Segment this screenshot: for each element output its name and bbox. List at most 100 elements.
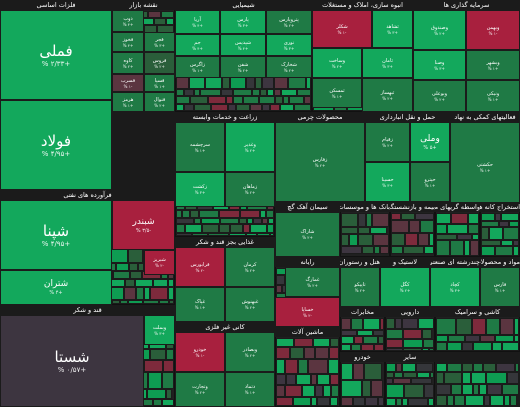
stock-tile[interactable] — [184, 89, 194, 96]
stock-cell[interactable]: هرمز +۱ % — [112, 92, 144, 112]
stock-tile[interactable] — [374, 246, 380, 254]
stock-tile[interactable] — [185, 224, 202, 233]
stock-tile[interactable] — [496, 363, 515, 372]
stock-tile[interactable] — [112, 300, 120, 304]
stock-cell[interactable]: حکشتی +۱ % — [450, 122, 520, 212]
stock-tile[interactable] — [499, 221, 509, 227]
stock-tile[interactable] — [304, 347, 315, 359]
stock-cell[interactable]: شاراک +۲ % — [275, 212, 340, 257]
stock-cell[interactable]: فنوال +۲ % — [144, 92, 175, 112]
stock-tile[interactable] — [502, 384, 519, 395]
stock-tile[interactable] — [229, 233, 246, 236]
stock-cell[interactable]: خودرو -۱ % — [175, 332, 225, 372]
stock-tile[interactable] — [267, 89, 274, 96]
stock-tile[interactable] — [486, 372, 507, 384]
stock-tile[interactable] — [153, 399, 162, 406]
stock-tile[interactable] — [276, 374, 286, 385]
stock-tile[interactable] — [415, 213, 434, 220]
stock-cell[interactable]: کرمان +۲ % — [225, 247, 275, 287]
stock-tile[interactable] — [354, 336, 363, 344]
stock-tile[interactable] — [447, 224, 468, 234]
stock-tile[interactable] — [470, 240, 479, 256]
stock-tile[interactable] — [341, 336, 354, 344]
stock-tile[interactable] — [176, 224, 185, 233]
stock-tile[interactable] — [501, 240, 513, 246]
stock-tile[interactable] — [403, 246, 424, 254]
stock-tile[interactable] — [239, 218, 247, 224]
stock-tile[interactable] — [243, 96, 259, 104]
stock-tile[interactable] — [166, 349, 174, 360]
stock-tile[interactable] — [176, 218, 194, 224]
stock-tile[interactable] — [364, 363, 382, 380]
stock-tile[interactable] — [294, 338, 313, 347]
stock-cell[interactable]: زاگرس +۱ % — [175, 56, 220, 78]
stock-cell[interactable]: زفارس +۲ % — [275, 122, 365, 202]
stock-tile[interactable] — [472, 318, 486, 335]
stock-tile[interactable] — [201, 218, 220, 224]
stock-cell[interactable]: خساپا -۲ % — [275, 297, 340, 327]
stock-tile[interactable] — [274, 89, 281, 96]
stock-tile[interactable] — [480, 335, 495, 342]
stock-tile[interactable] — [363, 336, 378, 344]
stock-tile[interactable] — [176, 210, 182, 218]
stock-tile[interactable] — [285, 359, 298, 374]
stock-tile[interactable] — [386, 378, 393, 384]
stock-cell[interactable]: فملی +۲/۳۳ % — [0, 10, 112, 100]
stock-tile[interactable] — [293, 397, 311, 406]
stock-tile[interactable] — [281, 89, 297, 96]
stock-tile[interactable] — [408, 398, 428, 406]
stock-tile[interactable] — [395, 318, 402, 329]
stock-tile[interactable] — [380, 246, 389, 254]
stock-tile[interactable] — [283, 96, 289, 104]
stock-tile[interactable] — [447, 342, 462, 351]
stock-cell[interactable]: وملی +۵ % — [410, 122, 450, 162]
stock-tile[interactable] — [341, 227, 358, 234]
stock-tile[interactable] — [436, 384, 451, 395]
stock-tile[interactable] — [341, 344, 351, 351]
stock-tile[interactable] — [328, 359, 339, 374]
stock-cell[interactable]: وبشهر +۱ % — [466, 50, 520, 80]
stock-tile[interactable] — [487, 384, 502, 395]
stock-tile[interactable] — [315, 385, 323, 397]
stock-tile[interactable] — [353, 397, 365, 406]
stock-tile[interactable] — [276, 338, 294, 347]
stock-tile[interactable] — [341, 363, 353, 380]
stock-tile[interactable] — [285, 385, 302, 397]
stock-tile[interactable] — [481, 221, 499, 227]
stock-tile[interactable] — [462, 384, 473, 395]
stock-cell[interactable]: تاپیکو +۲ % — [340, 267, 380, 307]
stock-tile[interactable] — [194, 104, 211, 111]
stock-tile[interactable] — [509, 221, 519, 227]
stock-tile[interactable] — [260, 89, 267, 96]
stock-tile[interactable] — [457, 234, 472, 240]
stock-tile[interactable] — [448, 335, 465, 342]
stock-tile[interactable] — [341, 380, 362, 397]
stock-tile[interactable] — [424, 384, 434, 398]
stock-tile[interactable] — [472, 234, 479, 240]
stock-tile[interactable] — [226, 96, 233, 104]
stock-cell[interactable]: ثبهساز +۲ % — [362, 78, 413, 112]
stock-cell[interactable]: وساخت +۲ % — [312, 48, 362, 78]
stock-cell[interactable]: ثشاهد +۳ % — [372, 10, 413, 48]
stock-tile[interactable] — [507, 372, 519, 384]
stock-cell[interactable]: غبهنوش +۲ % — [225, 287, 275, 322]
stock-tile[interactable] — [289, 96, 304, 104]
stock-tile[interactable] — [451, 213, 468, 224]
stock-tile[interactable] — [372, 213, 389, 227]
stock-tile[interactable] — [473, 342, 492, 351]
stock-cell[interactable]: دتماد +۱ % — [225, 372, 275, 407]
stock-cell[interactable]: ثمسکن +۱ % — [312, 78, 362, 108]
stock-tile[interactable] — [286, 374, 296, 385]
stock-tile[interactable] — [373, 330, 384, 336]
stock-tile[interactable] — [422, 348, 429, 351]
stock-tile[interactable] — [386, 372, 394, 378]
stock-cell[interactable]: جم +۴ % — [175, 34, 220, 56]
stock-tile[interactable] — [259, 96, 275, 104]
stock-tile[interactable] — [169, 300, 174, 304]
stock-tile[interactable] — [403, 339, 423, 348]
stock-tile[interactable] — [266, 210, 274, 218]
stock-tile[interactable] — [454, 395, 465, 406]
stock-tile[interactable] — [363, 318, 380, 330]
stock-tile[interactable] — [190, 210, 199, 218]
stock-cell[interactable]: نوری +۳ % — [266, 34, 312, 56]
